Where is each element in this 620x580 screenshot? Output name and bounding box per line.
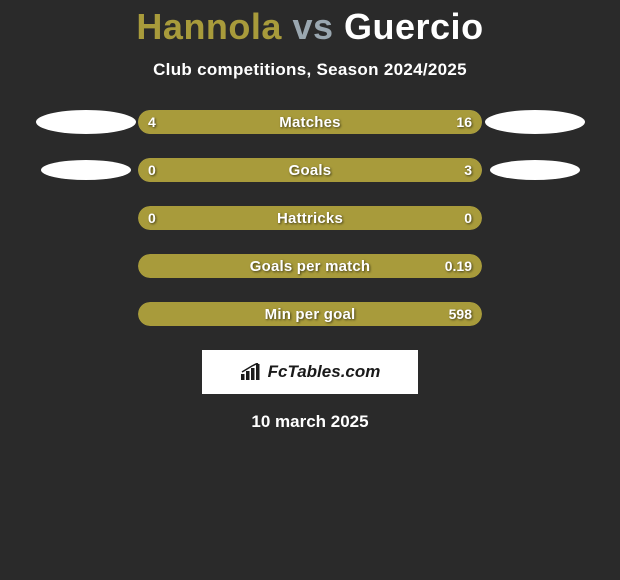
comparison-title: Hannola vs Guercio: [0, 0, 620, 48]
stat-label: Goals: [138, 158, 482, 182]
stat-value-right: 598: [449, 302, 472, 326]
date-text: 10 march 2025: [0, 412, 620, 432]
ellipse-icon: [41, 160, 131, 180]
stat-label: Min per goal: [138, 302, 482, 326]
attribution-badge: FcTables.com: [202, 350, 418, 394]
stat-label: Goals per match: [138, 254, 482, 278]
player2-name: Guercio: [344, 6, 484, 47]
stat-bar: 4 Matches 16: [138, 110, 482, 134]
stat-row-goals: 0 Goals 3: [0, 158, 620, 182]
bar-chart-icon: [240, 363, 262, 381]
player1-badge: [33, 110, 138, 134]
stat-row-goals-per-match: Goals per match 0.19: [0, 254, 620, 278]
stat-bar: Min per goal 598: [138, 302, 482, 326]
attribution-text: FcTables.com: [268, 362, 381, 382]
stat-value-right: 16: [456, 110, 472, 134]
stat-value-right: 3: [464, 158, 472, 182]
player1-name: Hannola: [136, 6, 282, 47]
ellipse-icon: [36, 110, 136, 134]
subtitle: Club competitions, Season 2024/2025: [0, 60, 620, 80]
stat-label: Matches: [138, 110, 482, 134]
stat-rows: 4 Matches 16 0 Goals 3 0 Hattricks 0: [0, 110, 620, 326]
ellipse-icon: [485, 110, 585, 134]
stat-row-min-per-goal: Min per goal 598: [0, 302, 620, 326]
player2-badge: [482, 160, 587, 180]
stat-bar: Goals per match 0.19: [138, 254, 482, 278]
stat-row-matches: 4 Matches 16: [0, 110, 620, 134]
vs-separator: vs: [292, 6, 333, 47]
stat-value-right: 0: [464, 206, 472, 230]
stat-bar: 0 Goals 3: [138, 158, 482, 182]
stat-row-hattricks: 0 Hattricks 0: [0, 206, 620, 230]
player1-badge: [33, 160, 138, 180]
stat-value-right: 0.19: [445, 254, 472, 278]
ellipse-icon: [490, 160, 580, 180]
stat-bar: 0 Hattricks 0: [138, 206, 482, 230]
stat-label: Hattricks: [138, 206, 482, 230]
player2-badge: [482, 110, 587, 134]
